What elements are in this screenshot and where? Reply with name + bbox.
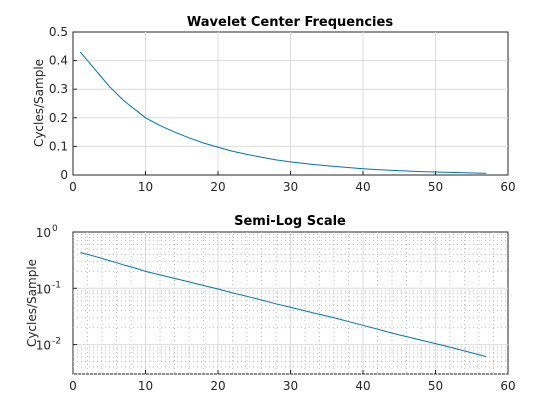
linear-x-tick-label: 0 [69,180,77,194]
linear-plot-title: Wavelet Center Frequencies [187,15,393,30]
semilog-y-tick-exponent: 0 [52,224,58,234]
semilog-plot-title: Semi-Log Scale [234,214,346,229]
semilog-x-tick-label: 20 [210,379,225,393]
linear-x-tick-label: 60 [500,180,515,194]
linear-y-tick-label: 0.3 [49,82,68,96]
semilog-y-tick-label: 10 [36,226,51,240]
linear-x-tick-label: 40 [355,180,370,194]
linear-x-tick-label: 10 [138,180,153,194]
linear-x-tick-label: 30 [283,180,298,194]
semilog-y-tick-label: 10 [36,282,51,296]
linear-plot-y-axis-label: Cycles/Sample [32,59,46,147]
semilog-x-tick-label: 30 [283,379,298,393]
linear-y-tick-label: 0.5 [49,25,68,39]
semilog-y-tick-exponent: -2 [52,337,61,347]
semilog-x-tick-label: 50 [428,379,443,393]
semilog-y-tick-label: 10 [36,339,51,353]
linear-y-tick-label: 0.4 [49,54,68,68]
linear-y-tick-label: 0 [60,168,68,182]
linear-x-tick-label: 50 [428,180,443,194]
linear-y-tick-label: 0.1 [49,139,68,153]
semilog-x-tick-label: 0 [69,379,77,393]
linear-y-tick-label: 0.2 [49,111,68,125]
semilog-plot-y-axis-label: Cycles/Sample [25,259,39,347]
semilog-series-line [80,252,487,358]
semilog-x-tick-label: 10 [138,379,153,393]
semilog-x-tick-label: 60 [500,379,515,393]
semilog-x-tick-label: 40 [355,379,370,393]
linear-plot-panel: 0 10 20 30 40 50 60 0 0.1 0.2 0.3 0.4 0.5 Wavelet Ce… [32,15,516,194]
linear-series-line [79,51,487,174]
linear-x-tick-label: 20 [210,180,225,194]
semilog-y-tick-exponent: -1 [52,280,61,290]
